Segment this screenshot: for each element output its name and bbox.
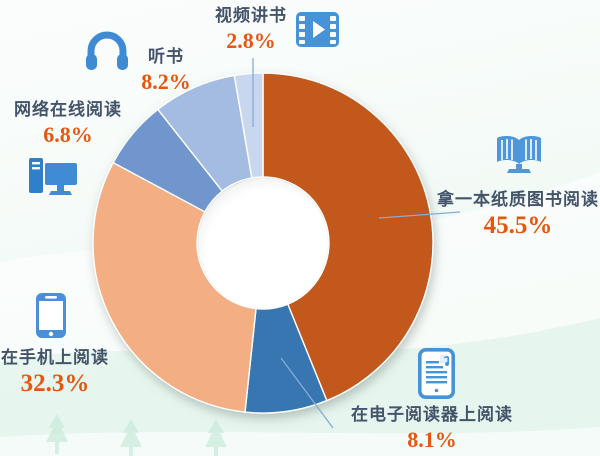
leader-line-ereader [280,357,334,429]
callout-audiobook: 听书 8.2% [141,42,191,95]
donut-hole [198,178,328,308]
slice-percent-video-book: 2.8% [226,28,276,53]
slice-label-audiobook: 听书 [148,47,184,67]
slice-percent-paper-book: 45.5% [483,212,553,239]
ereader-icon [417,347,456,403]
film-icon [295,11,340,52]
wave-shape [0,427,600,456]
slice-percent-online-reading: 6.8% [43,122,93,147]
desktop-computer-icon [28,155,78,201]
callout-ereader: 在电子阅读器上阅读 8.1% [351,400,513,453]
callout-paper-book: 拿一本纸质图书阅读 45.5% [437,185,599,240]
callout-video-book: 视频讲书 2.8% [215,1,287,54]
slice-percent-phone: 32.3% [20,370,90,397]
slice-label-video-book: 视频讲书 [215,6,287,26]
callout-online-reading: 网络在线阅读 6.8% [14,95,122,148]
pine-trees-decoration [46,414,227,456]
donut-slice-6 [233,72,264,179]
donut-slice-3 [92,161,257,413]
donut-slice-1 [262,72,434,402]
slice-label-phone: 在手机上阅读 [1,348,109,368]
slice-percent-audiobook: 8.2% [141,69,191,94]
smartphone-icon [35,292,67,343]
slice-label-paper-book: 拿一本纸质图书阅读 [437,190,599,210]
leader-line-paper [378,211,461,219]
leader-lines [252,58,461,429]
open-book-icon [494,133,544,179]
callout-phone: 在手机上阅读 32.3% [1,343,109,398]
slice-label-ereader: 在电子阅读器上阅读 [351,405,513,425]
slice-label-online-reading: 网络在线阅读 [14,100,122,120]
slice-percent-ereader: 8.1% [407,427,457,452]
headphones-icon [83,28,131,78]
